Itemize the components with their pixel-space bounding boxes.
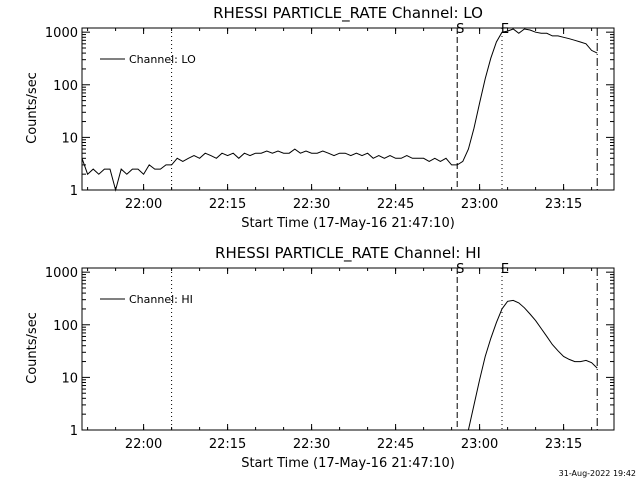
event-marker-label: S — [456, 22, 464, 37]
timestamp: 31-Aug-2022 19:42 — [559, 469, 636, 478]
y-tick-label: 10 — [61, 131, 78, 146]
x-tick-label: 22:30 — [293, 197, 330, 212]
x-tick-label: 22:30 — [293, 437, 330, 452]
y-tick-label: 10 — [61, 371, 78, 386]
y-tick-label: 1000 — [45, 26, 78, 41]
chart-title: RHESSI PARTICLE_RATE Channel: LO — [213, 4, 483, 23]
chart-panel-hi: RHESSI PARTICLE_RATE Channel: HI Start T… — [25, 244, 615, 471]
x-tick-label: 23:15 — [545, 197, 582, 212]
plot-frame — [81, 27, 615, 191]
y-axis-label: Counts/sec — [25, 72, 40, 144]
x-axis-label: Start Time (17-May-16 21:47:10) — [241, 216, 455, 231]
event-marker-label: E — [501, 262, 509, 277]
event-marker-label: E — [501, 22, 509, 37]
data-series-line — [467, 299, 598, 431]
x-tick-label: 23:00 — [461, 437, 498, 452]
y-tick-label: 1 — [70, 424, 78, 439]
y-axis-label: Counts/sec — [25, 312, 40, 384]
x-tick-label: 22:00 — [125, 197, 162, 212]
legend-label: Channel: LO — [129, 53, 196, 66]
chart-panel-lo: RHESSI PARTICLE_RATE Channel: LO Start T… — [25, 4, 615, 231]
data-series-line — [81, 28, 598, 192]
x-axis-label: Start Time (17-May-16 21:47:10) — [241, 456, 455, 471]
chart-title: RHESSI PARTICLE_RATE Channel: HI — [215, 244, 481, 263]
x-tick-label: 22:15 — [209, 197, 246, 212]
x-tick-label: 22:45 — [377, 197, 414, 212]
y-tick-label: 1000 — [45, 266, 78, 281]
x-tick-label: 22:45 — [377, 437, 414, 452]
event-marker-label: S — [456, 262, 464, 277]
x-tick-label: 22:00 — [125, 437, 162, 452]
y-tick-label: 100 — [53, 79, 78, 94]
y-tick-label: 1 — [70, 184, 78, 199]
legend-label: Channel: HI — [129, 293, 193, 306]
plot-frame — [81, 267, 615, 431]
x-tick-label: 23:00 — [461, 197, 498, 212]
x-tick-label: 22:15 — [209, 437, 246, 452]
x-tick-label: 23:15 — [545, 437, 582, 452]
y-tick-label: 100 — [53, 319, 78, 334]
